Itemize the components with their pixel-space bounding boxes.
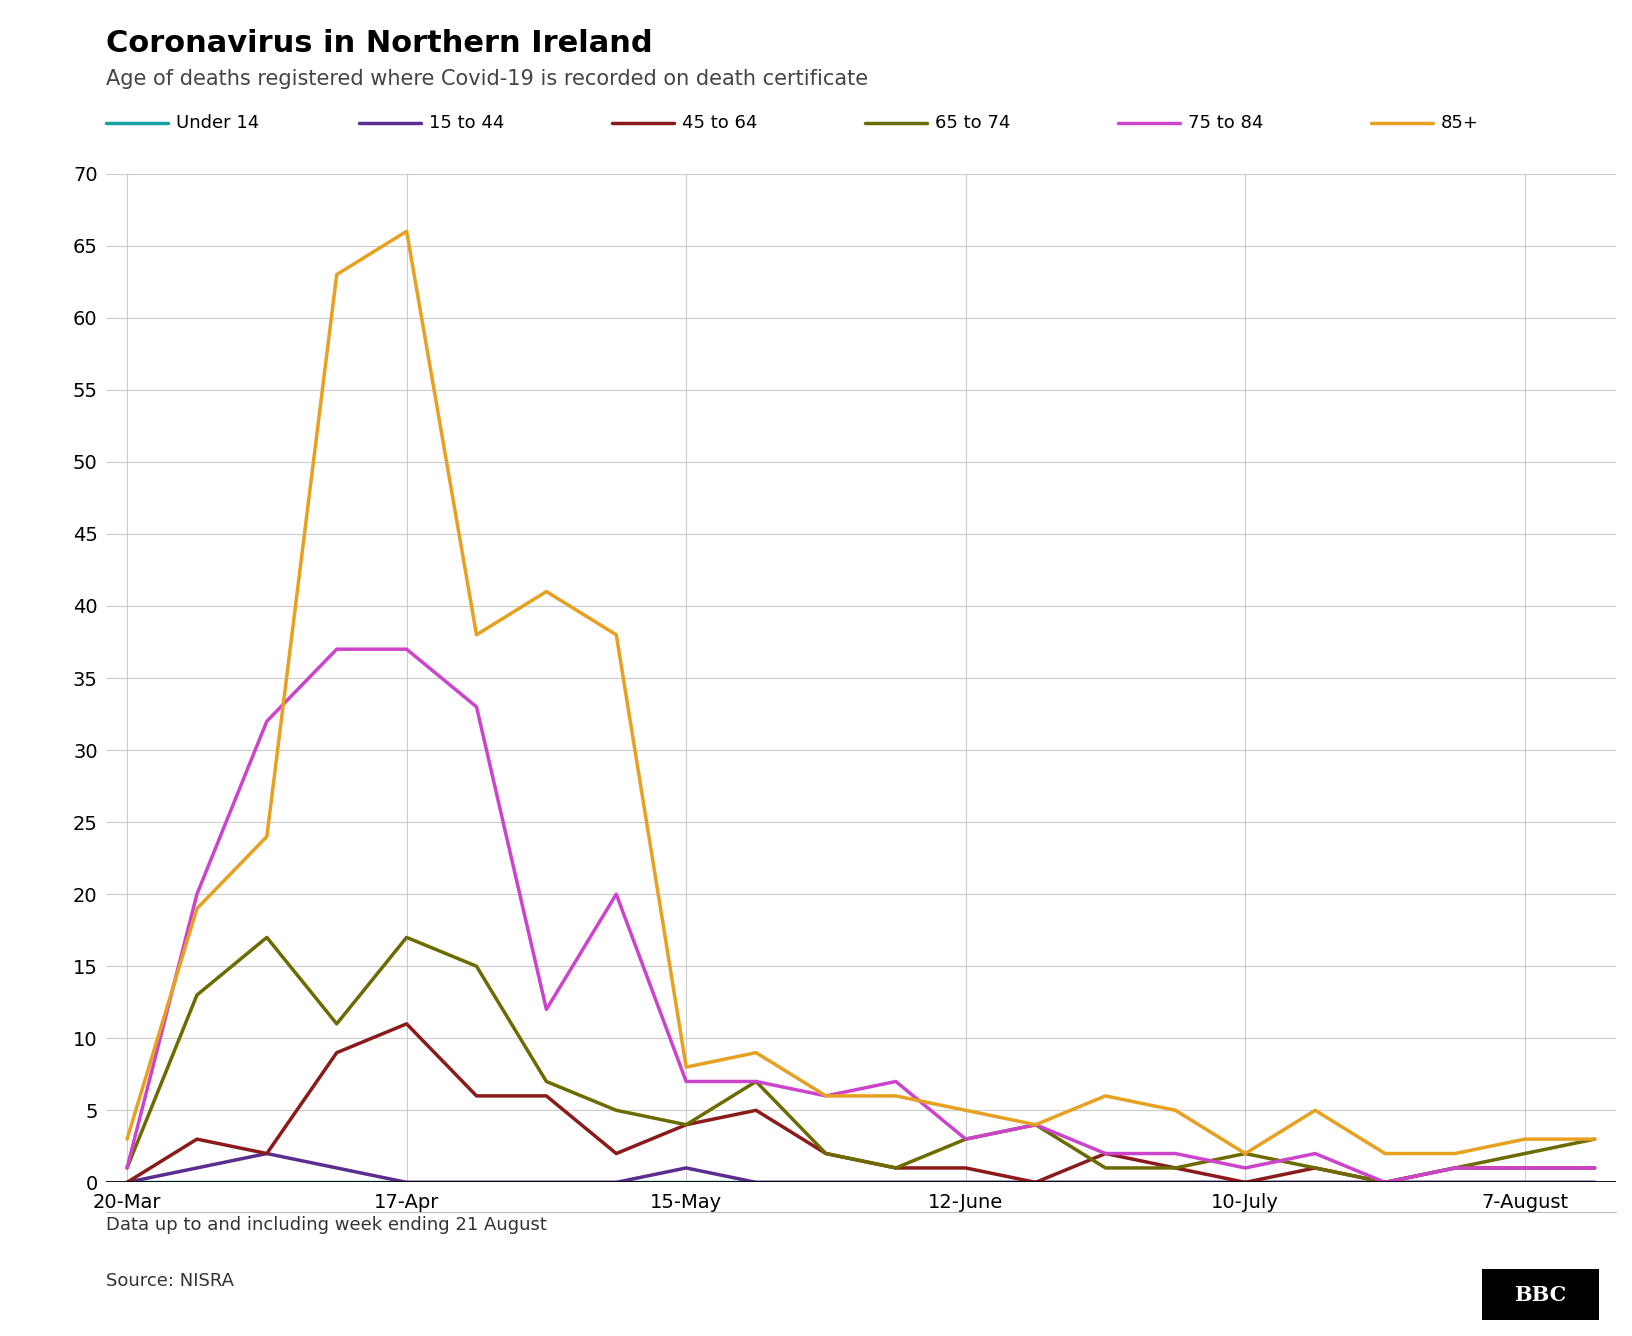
- Text: Under 14: Under 14: [176, 114, 259, 132]
- Text: 65 to 74: 65 to 74: [935, 114, 1010, 132]
- Text: Data up to and including week ending 21 August: Data up to and including week ending 21 …: [106, 1216, 547, 1233]
- Text: 45 to 64: 45 to 64: [682, 114, 757, 132]
- Text: 85+: 85+: [1441, 114, 1479, 132]
- Text: 75 to 84: 75 to 84: [1188, 114, 1263, 132]
- Text: 15 to 44: 15 to 44: [429, 114, 504, 132]
- Text: Coronavirus in Northern Ireland: Coronavirus in Northern Ireland: [106, 29, 653, 59]
- Text: BBC: BBC: [1514, 1285, 1567, 1304]
- Text: Source: NISRA: Source: NISRA: [106, 1272, 233, 1289]
- Text: Age of deaths registered where Covid-19 is recorded on death certificate: Age of deaths registered where Covid-19 …: [106, 69, 868, 90]
